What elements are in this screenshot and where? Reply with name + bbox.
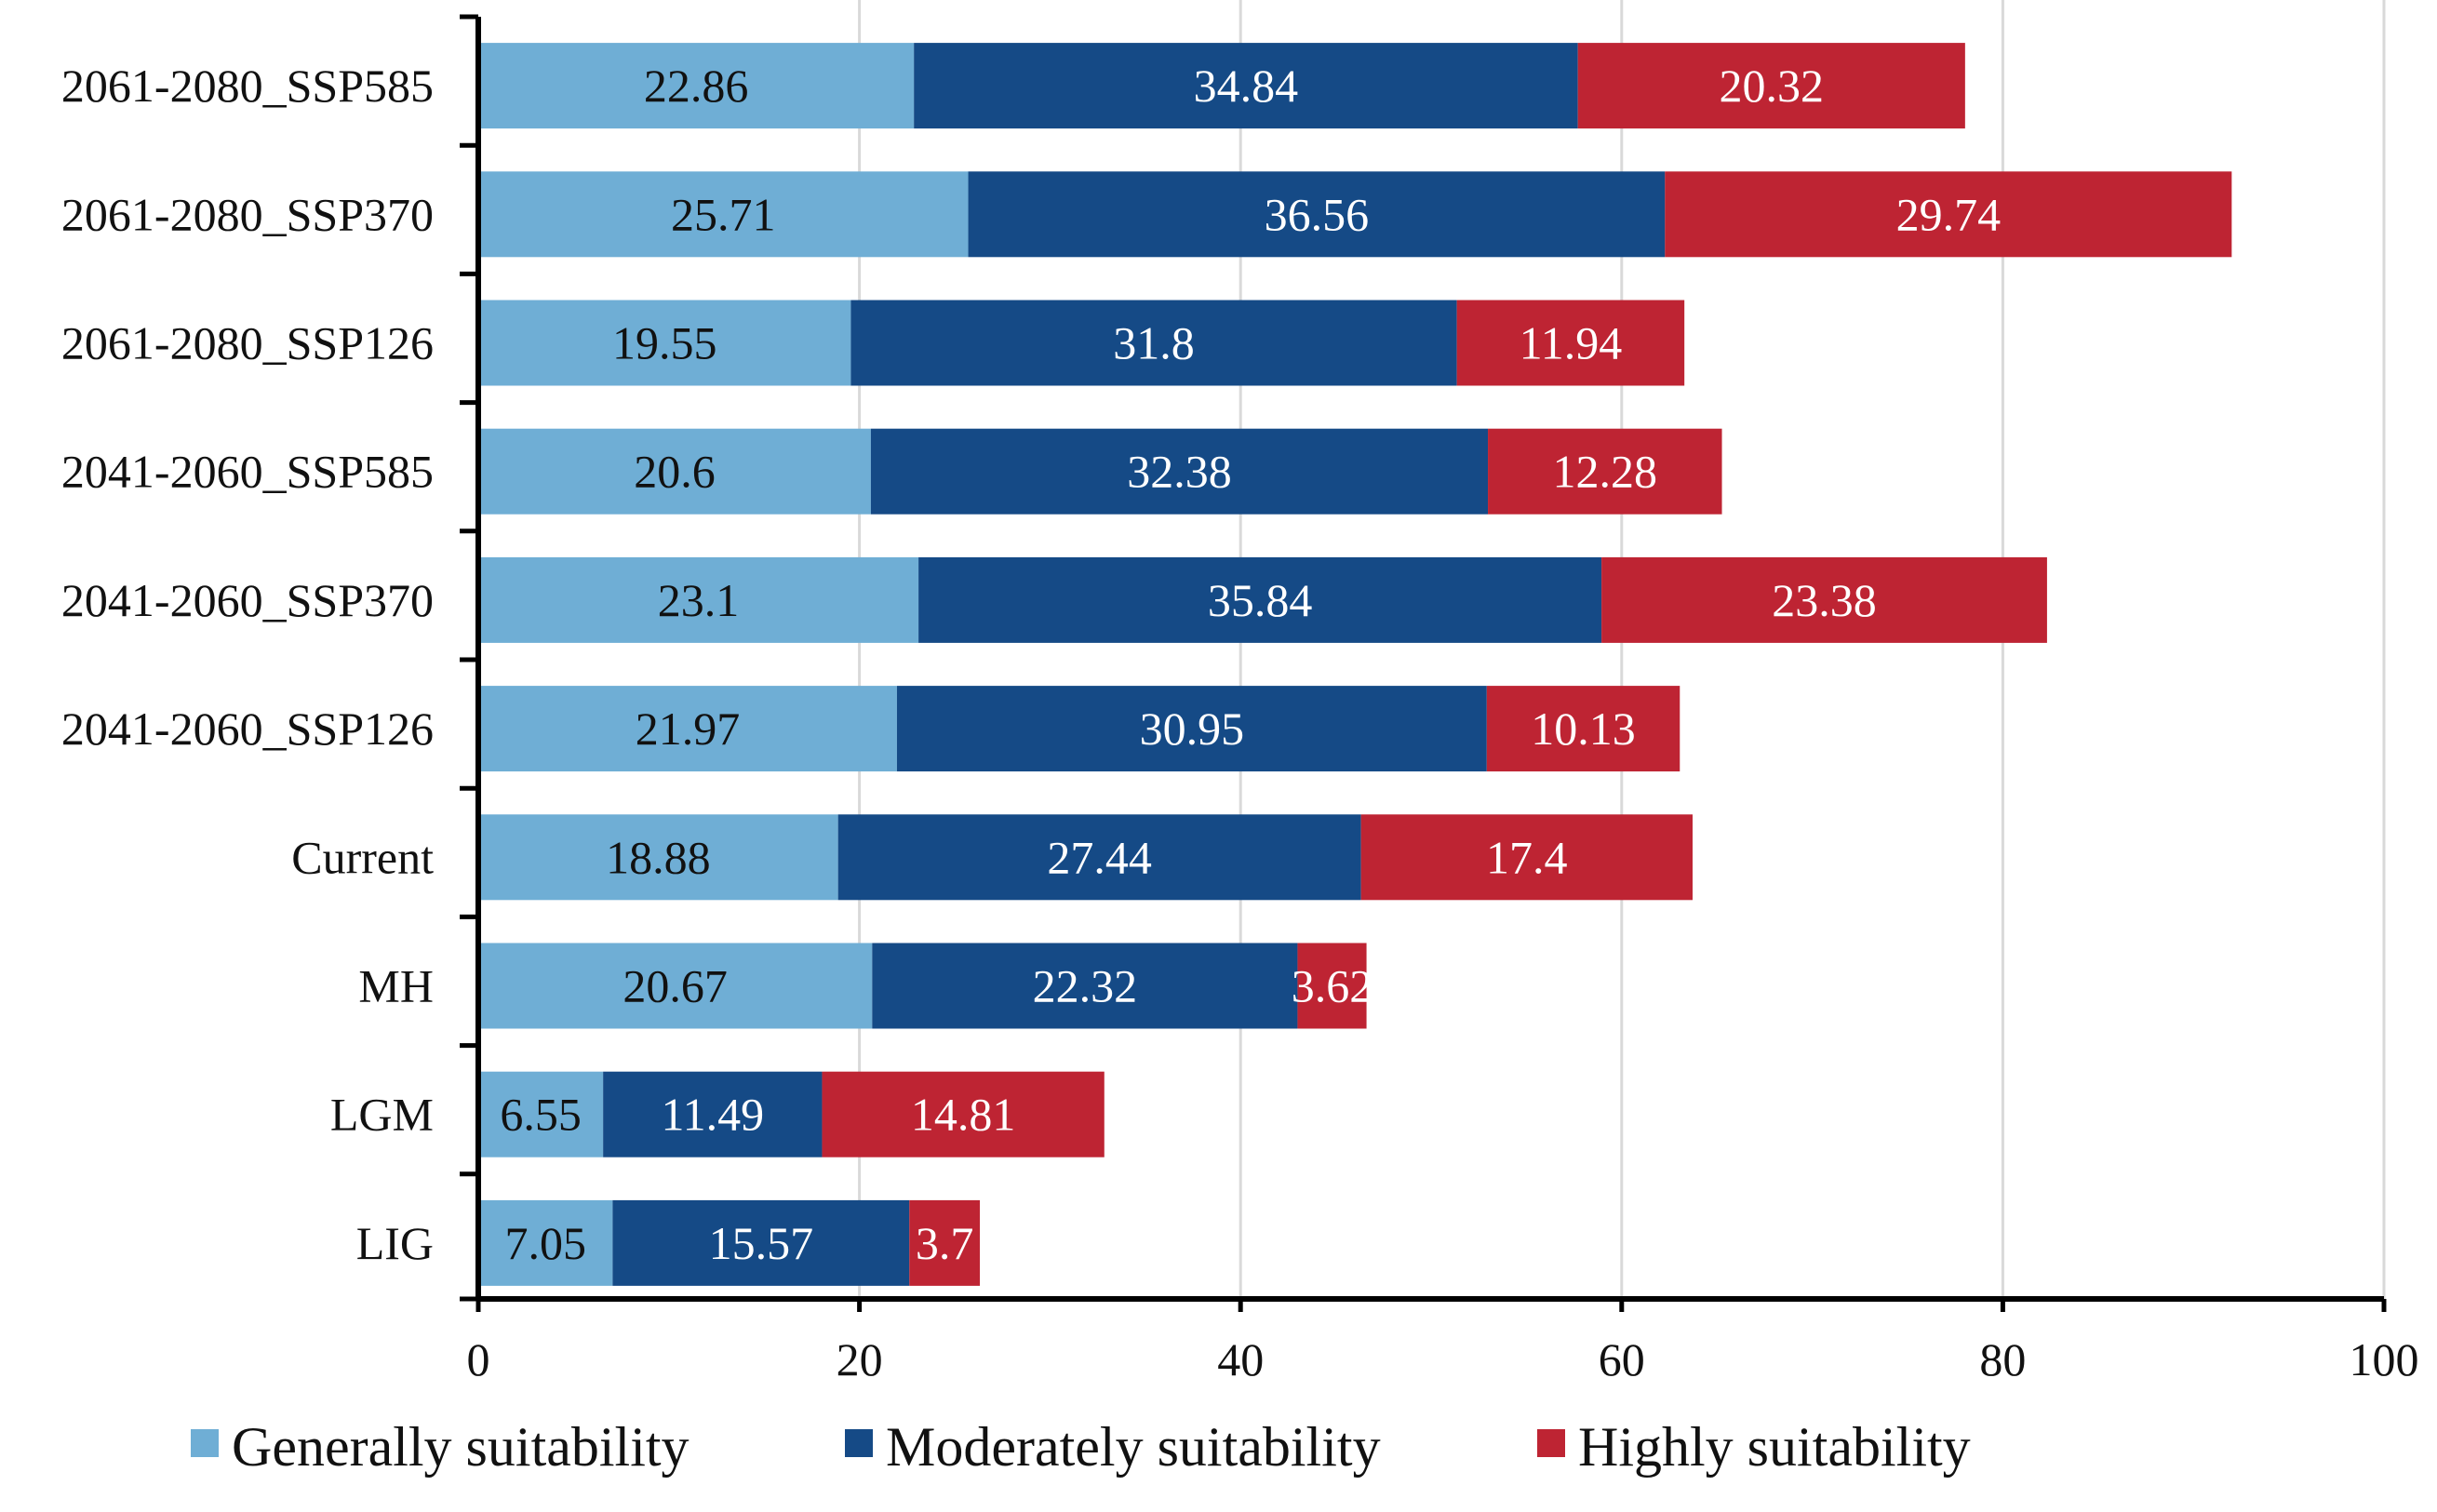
data-label-highly-suitability-mh: 3.62	[1292, 960, 1373, 1012]
data-label-moderately-suitability-2041-2060-ssp585: 32.38	[1127, 446, 1232, 498]
data-label-highly-suitability-lig: 3.7	[916, 1217, 974, 1269]
data-label-moderately-suitability-2061-2080-ssp126: 31.8	[1113, 317, 1195, 369]
bar-highly-suitability-2041-2060-ssp126	[1486, 686, 1680, 772]
data-label-generally-suitability-2061-2080-ssp370: 25.71	[671, 188, 776, 240]
data-label-moderately-suitability-lig: 15.57	[709, 1217, 814, 1269]
category-label-2061-2080-ssp585: 2061-2080_SSP585	[61, 60, 434, 112]
legend-swatch-generally-suitability	[191, 1429, 219, 1457]
data-label-generally-suitability-mh: 20.67	[623, 960, 728, 1012]
bar-generally-suitability-lgm	[478, 1071, 604, 1157]
data-label-generally-suitability-lgm: 6.55	[500, 1089, 582, 1141]
bar-generally-suitability-lig	[478, 1199, 613, 1286]
bar-moderately-suitability-2041-2060-ssp126	[896, 686, 1487, 772]
legend-label-generally-suitability: Generally suitability	[232, 1416, 690, 1478]
legend: Generally suitability Moderately suitabil…	[191, 1416, 1971, 1478]
axes: 0 20 40 60 80 100 2061-2080_SSP585 2061-2080_SS…	[61, 14, 2419, 1385]
data-label-highly-suitability-2061-2080-ssp126: 11.94	[1520, 317, 1623, 369]
bar-highly-suitability-2061-2080-ssp585	[1577, 43, 1965, 129]
category-label-2041-2060-ssp126: 2041-2060_SSP126	[61, 702, 434, 755]
bar-generally-suitability-2061-2080-ssp370	[478, 171, 969, 258]
data-label-highly-suitability-2061-2080-ssp585: 20.32	[1720, 60, 1825, 112]
data-label-moderately-suitability-lgm: 11.49	[661, 1089, 764, 1141]
bar-highly-suitability-2041-2060-ssp370	[1601, 556, 2047, 643]
bar-highly-suitability-current	[1360, 814, 1693, 901]
category-label-lgm: LGM	[330, 1089, 434, 1141]
x-tick-label-60: 60	[1599, 1333, 1645, 1385]
bar-moderately-suitability-lig	[612, 1199, 910, 1286]
bar-generally-suitability-2041-2060-ssp585	[478, 428, 871, 515]
bars: 22.86 34.84 20.32 25.71 36.56 29.74 19.55 31.8 1…	[478, 43, 2232, 1286]
legend-swatch-moderately-suitability	[845, 1429, 873, 1457]
bar-generally-suitability-2061-2080-ssp585	[478, 43, 915, 129]
data-label-generally-suitability-2041-2060-ssp585: 20.6	[634, 446, 716, 498]
bar-moderately-suitability-mh	[872, 943, 1298, 1029]
bar-moderately-suitability-2041-2060-ssp370	[918, 556, 1602, 643]
bar-highly-suitability-lig	[909, 1199, 981, 1286]
legend-label-highly-suitability: Highly suitability	[1578, 1416, 1971, 1478]
category-label-2041-2060-ssp370: 2041-2060_SSP370	[61, 574, 434, 626]
bar-highly-suitability-mh	[1297, 943, 1367, 1029]
bar-highly-suitability-lgm	[822, 1071, 1105, 1157]
data-label-generally-suitability-2041-2060-ssp126: 21.97	[636, 702, 741, 755]
data-label-moderately-suitability-mh: 22.32	[1033, 960, 1138, 1012]
data-label-highly-suitability-2041-2060-ssp126: 10.13	[1531, 702, 1636, 755]
bar-moderately-suitability-2041-2060-ssp585	[870, 428, 1489, 515]
data-label-highly-suitability-2041-2060-ssp585: 12.28	[1553, 446, 1658, 498]
bar-generally-suitability-2061-2080-ssp126	[478, 300, 851, 386]
data-label-moderately-suitability-2061-2080-ssp370: 36.56	[1265, 188, 1370, 240]
bar-generally-suitability-2041-2060-ssp126	[478, 686, 897, 772]
category-label-2061-2080-ssp370: 2061-2080_SSP370	[61, 188, 434, 240]
data-label-moderately-suitability-current: 27.44	[1047, 831, 1152, 883]
data-label-moderately-suitability-2041-2060-ssp126: 30.95	[1140, 702, 1245, 755]
data-label-highly-suitability-2041-2060-ssp370: 23.38	[1772, 574, 1877, 626]
bar-generally-suitability-mh	[478, 943, 873, 1029]
x-tick-label-40: 40	[1217, 1333, 1264, 1385]
x-tick-label-80: 80	[1979, 1333, 2026, 1385]
bar-highly-suitability-2041-2060-ssp585	[1488, 428, 1722, 515]
bar-moderately-suitability-current	[837, 814, 1361, 901]
bar-highly-suitability-2061-2080-ssp370	[1665, 171, 2232, 258]
data-label-generally-suitability-2061-2080-ssp585: 22.86	[644, 60, 749, 112]
category-label-2061-2080-ssp126: 2061-2080_SSP126	[61, 317, 434, 369]
data-label-moderately-suitability-2041-2060-ssp370: 35.84	[1208, 574, 1313, 626]
data-label-highly-suitability-2061-2080-ssp370: 29.74	[1896, 188, 2002, 240]
x-tick-label-100: 100	[2350, 1333, 2419, 1385]
bar-moderately-suitability-lgm	[603, 1071, 823, 1157]
category-label-lig: LIG	[356, 1217, 434, 1269]
data-label-highly-suitability-lgm: 14.81	[911, 1089, 1016, 1141]
bar-highly-suitability-2061-2080-ssp126	[1456, 300, 1685, 386]
category-label-mh: MH	[358, 960, 434, 1012]
data-label-generally-suitability-lig: 7.05	[504, 1217, 586, 1269]
data-label-highly-suitability-current: 17.4	[1486, 831, 1568, 883]
data-label-generally-suitability-2061-2080-ssp126: 19.55	[612, 317, 717, 369]
bar-generally-suitability-current	[478, 814, 838, 901]
legend-label-moderately-suitability: Moderately suitability	[886, 1416, 1381, 1478]
category-label-2041-2060-ssp585: 2041-2060_SSP585	[61, 446, 434, 498]
bar-moderately-suitability-2061-2080-ssp126	[850, 300, 1457, 386]
data-label-moderately-suitability-2061-2080-ssp585: 34.84	[1194, 60, 1299, 112]
bar-generally-suitability-2041-2060-ssp370	[478, 556, 919, 643]
data-label-generally-suitability-current: 18.88	[606, 831, 711, 883]
bar-moderately-suitability-2061-2080-ssp370	[968, 171, 1666, 258]
x-tick-label-20: 20	[837, 1333, 883, 1385]
data-label-generally-suitability-2041-2060-ssp370: 23.1	[658, 574, 740, 626]
category-label-current: Current	[291, 831, 434, 883]
bar-moderately-suitability-2061-2080-ssp585	[914, 43, 1578, 129]
legend-swatch-highly-suitability	[1537, 1429, 1565, 1457]
x-tick-label-0: 0	[467, 1333, 490, 1385]
